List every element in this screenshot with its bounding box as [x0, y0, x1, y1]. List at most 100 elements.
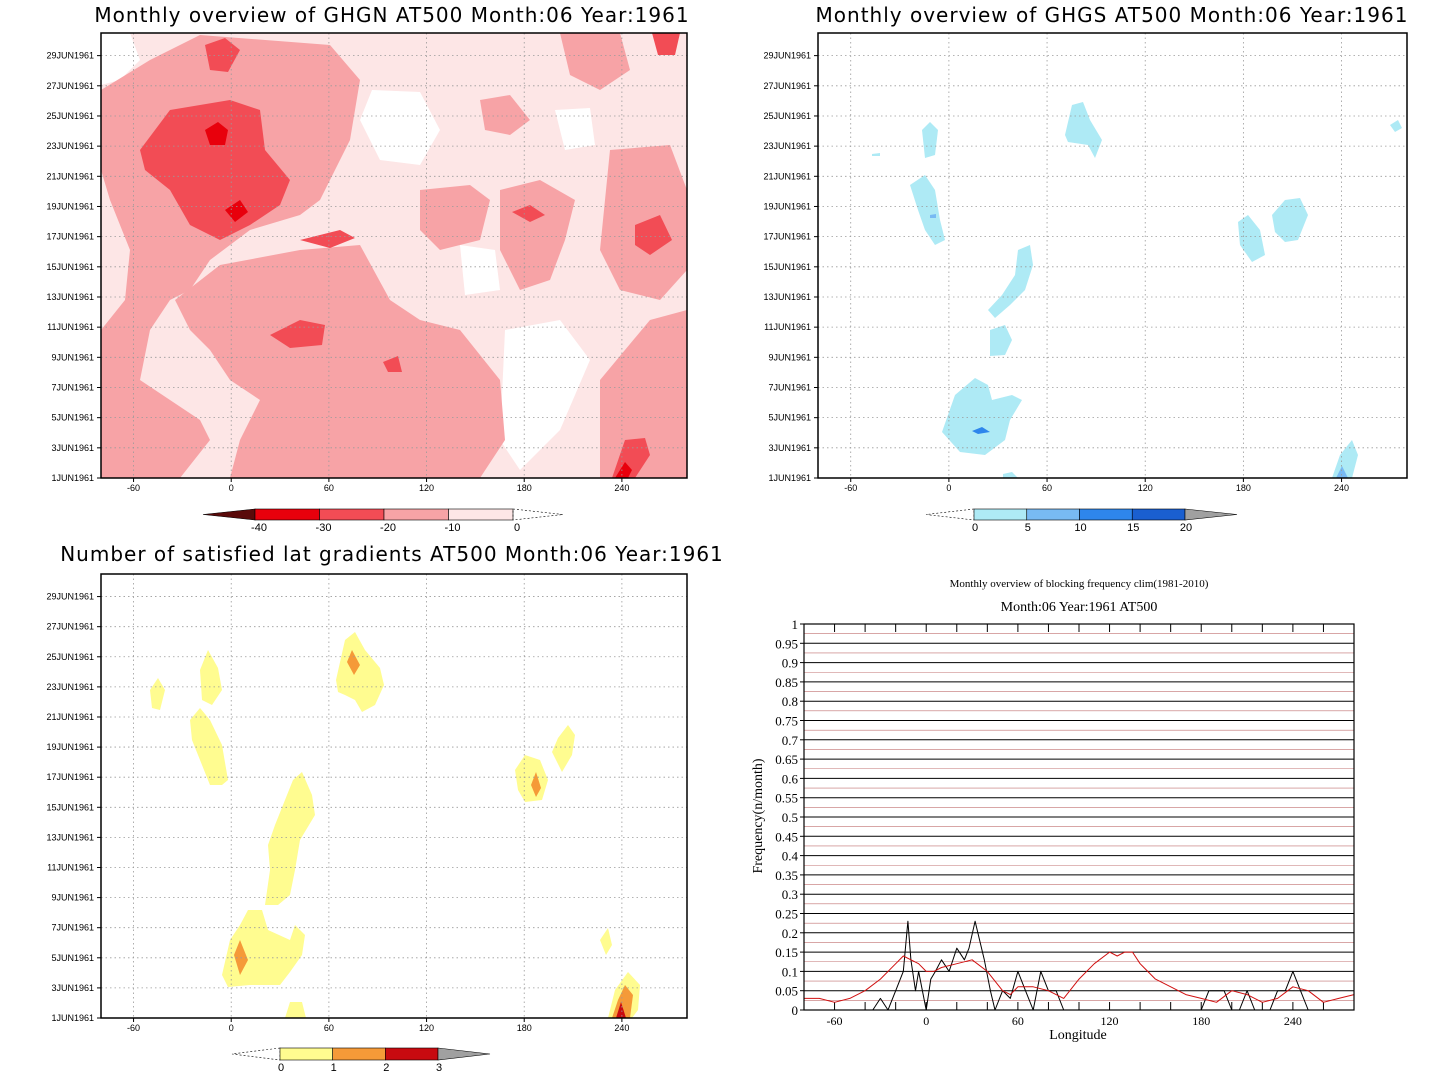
- colorbar-label: 15: [1127, 522, 1139, 534]
- colorbar-extend-low: [231, 1047, 281, 1061]
- ghgs-region-medium: [1336, 466, 1348, 478]
- y-tick-label: 0.2: [782, 926, 798, 941]
- y-tick-label: 1JUN1961: [51, 1013, 94, 1023]
- chart-title: Monthly overview of blocking frequency c…: [950, 578, 1209, 590]
- colorbar-segment: [383, 508, 449, 521]
- y-tick-label: 9JUN1961: [51, 352, 94, 362]
- x-axis-label: Longitude: [1049, 1028, 1107, 1043]
- chart-title: Monthly overview of GHGN AT500 Month:06 …: [94, 3, 689, 27]
- y-tick-label: 0: [792, 1003, 799, 1018]
- ghgn-region-light: [560, 33, 630, 90]
- colorbar-extend-low: [925, 508, 975, 521]
- colorbar-extend-high: [1184, 508, 1238, 521]
- y-tick-label: 27JUN1961: [46, 622, 94, 632]
- gradients-region-1: [222, 910, 305, 987]
- colorbar-label: 20: [1180, 522, 1192, 534]
- colorbar-label: 3: [436, 1062, 442, 1074]
- x-tick-label: 0: [229, 1023, 234, 1033]
- gradients-region-1: [515, 755, 548, 802]
- y-tick-label: 3JUN1961: [51, 983, 94, 993]
- y-tick-label: 0.65: [775, 752, 798, 767]
- x-tick-label: 180: [1192, 1014, 1210, 1028]
- x-tick-label: 120: [419, 483, 434, 493]
- y-tick-label: 0.25: [775, 907, 798, 922]
- y-tick-label: 17JUN1961: [46, 772, 94, 782]
- plot-frame: [803, 623, 1355, 1011]
- y-tick-label: 21JUN1961: [46, 712, 94, 722]
- gradients-plot-frame: [100, 573, 688, 1019]
- gradients-field: [150, 632, 640, 1018]
- gradients-region-1: [336, 632, 384, 712]
- gradients-region-3: [616, 1002, 626, 1018]
- y-tick-label: 5JUN1961: [51, 953, 94, 963]
- y-tick-label: 11JUN1961: [47, 862, 94, 872]
- x-tick-label: 0: [229, 483, 234, 493]
- y-tick-label: 11JUN1961: [47, 322, 94, 332]
- ghgn-region-deep: [205, 122, 228, 145]
- y-tick-label: 1JUN1961: [51, 473, 94, 483]
- colorbar-segment: [1026, 508, 1080, 521]
- x-tick-label: -60: [844, 483, 857, 493]
- ghgs-region-light: [1003, 472, 1018, 478]
- ghgs-field: [872, 102, 1402, 478]
- x-tick-label: 180: [517, 1023, 532, 1033]
- chart-title: Monthly overview of GHGS AT500 Month:06 …: [816, 3, 1409, 27]
- colorbar-extend-high: [512, 508, 564, 521]
- x-tick-label: 0: [946, 483, 951, 493]
- colorbar-label: 10: [1074, 522, 1086, 534]
- gradients-region-1: [600, 928, 612, 955]
- ghgs-region-light: [1065, 102, 1102, 158]
- chart-title: Number of satisfied lat gradients AT500 …: [60, 542, 724, 566]
- x-tick-label: 120: [419, 1023, 434, 1033]
- colorbar-segment: [254, 508, 320, 521]
- x-tick-label: 240: [1334, 483, 1349, 493]
- x-tick-label: 120: [1101, 1014, 1119, 1028]
- panel-gradients: Number of satisfied lat gradients AT500 …: [46, 542, 724, 1074]
- y-tick-label: 21JUN1961: [763, 171, 811, 181]
- ghgn-region-deep: [615, 462, 632, 478]
- colorbar-extend-high: [437, 1047, 491, 1061]
- colorbar-segment: [332, 1047, 386, 1061]
- ghgn-region-medium: [270, 320, 325, 348]
- x-tick-label: -60: [127, 1023, 140, 1033]
- x-tick-label: 240: [614, 483, 629, 493]
- y-tick-label: 15JUN1961: [763, 262, 811, 272]
- x-tick-label: 60: [1042, 483, 1052, 493]
- gradients-region-2: [531, 772, 541, 797]
- gradients-gridlines: [101, 574, 687, 1018]
- y-tick-label: 7JUN1961: [768, 382, 811, 392]
- y-tick-label: 0.7: [782, 733, 799, 748]
- y-tick-label: 23JUN1961: [46, 682, 94, 692]
- ghgn-zero-patch: [101, 33, 140, 85]
- ghgs-region-light: [942, 378, 1022, 455]
- y-tick-label: 23JUN1961: [763, 141, 811, 151]
- y-tick-label: 15JUN1961: [46, 802, 94, 812]
- ghgn-region-light: [420, 185, 490, 250]
- x-tick-label: 240: [1284, 1014, 1302, 1028]
- colorbar-label: -30: [316, 522, 332, 534]
- ghgs-region-deep: [972, 427, 990, 434]
- colorbar-segment: [385, 1047, 439, 1061]
- x-tick-label: -60: [127, 483, 140, 493]
- x-tick-label: 120: [1138, 483, 1153, 493]
- ghgs-region-light: [922, 122, 938, 158]
- y-tick-label: 9JUN1961: [51, 893, 94, 903]
- colorbar-label: -10: [445, 522, 461, 534]
- ghgs-gridlines: [818, 33, 1407, 478]
- ghgs-region-light: [1272, 198, 1308, 242]
- ghgs-region-medium: [930, 214, 936, 218]
- y-tick-label: 19JUN1961: [46, 742, 94, 752]
- y-tick-label: 13JUN1961: [46, 292, 94, 302]
- y-tick-label: 21JUN1961: [46, 171, 94, 181]
- ghgs-y-ticks: 1JUN1961 3JUN1961 5JUN1961 7JUN1961 9JUN1961…: [763, 51, 818, 483]
- y-axis-label: Frequency(n/month): [751, 758, 766, 873]
- ghgs-region-light: [1390, 120, 1402, 132]
- x-tick-label: 60: [1012, 1014, 1024, 1028]
- y-tick-label: 9JUN1961: [768, 352, 811, 362]
- ghgn-region-medium: [635, 215, 672, 255]
- y-tick-label: 15JUN1961: [46, 262, 94, 272]
- x-tick-label: -60: [827, 1014, 843, 1028]
- ghgs-region-light: [990, 325, 1012, 356]
- y-tick-label: 7JUN1961: [51, 923, 94, 933]
- panel-blocking: Monthly overview of blocking frequency c…: [751, 578, 1355, 1043]
